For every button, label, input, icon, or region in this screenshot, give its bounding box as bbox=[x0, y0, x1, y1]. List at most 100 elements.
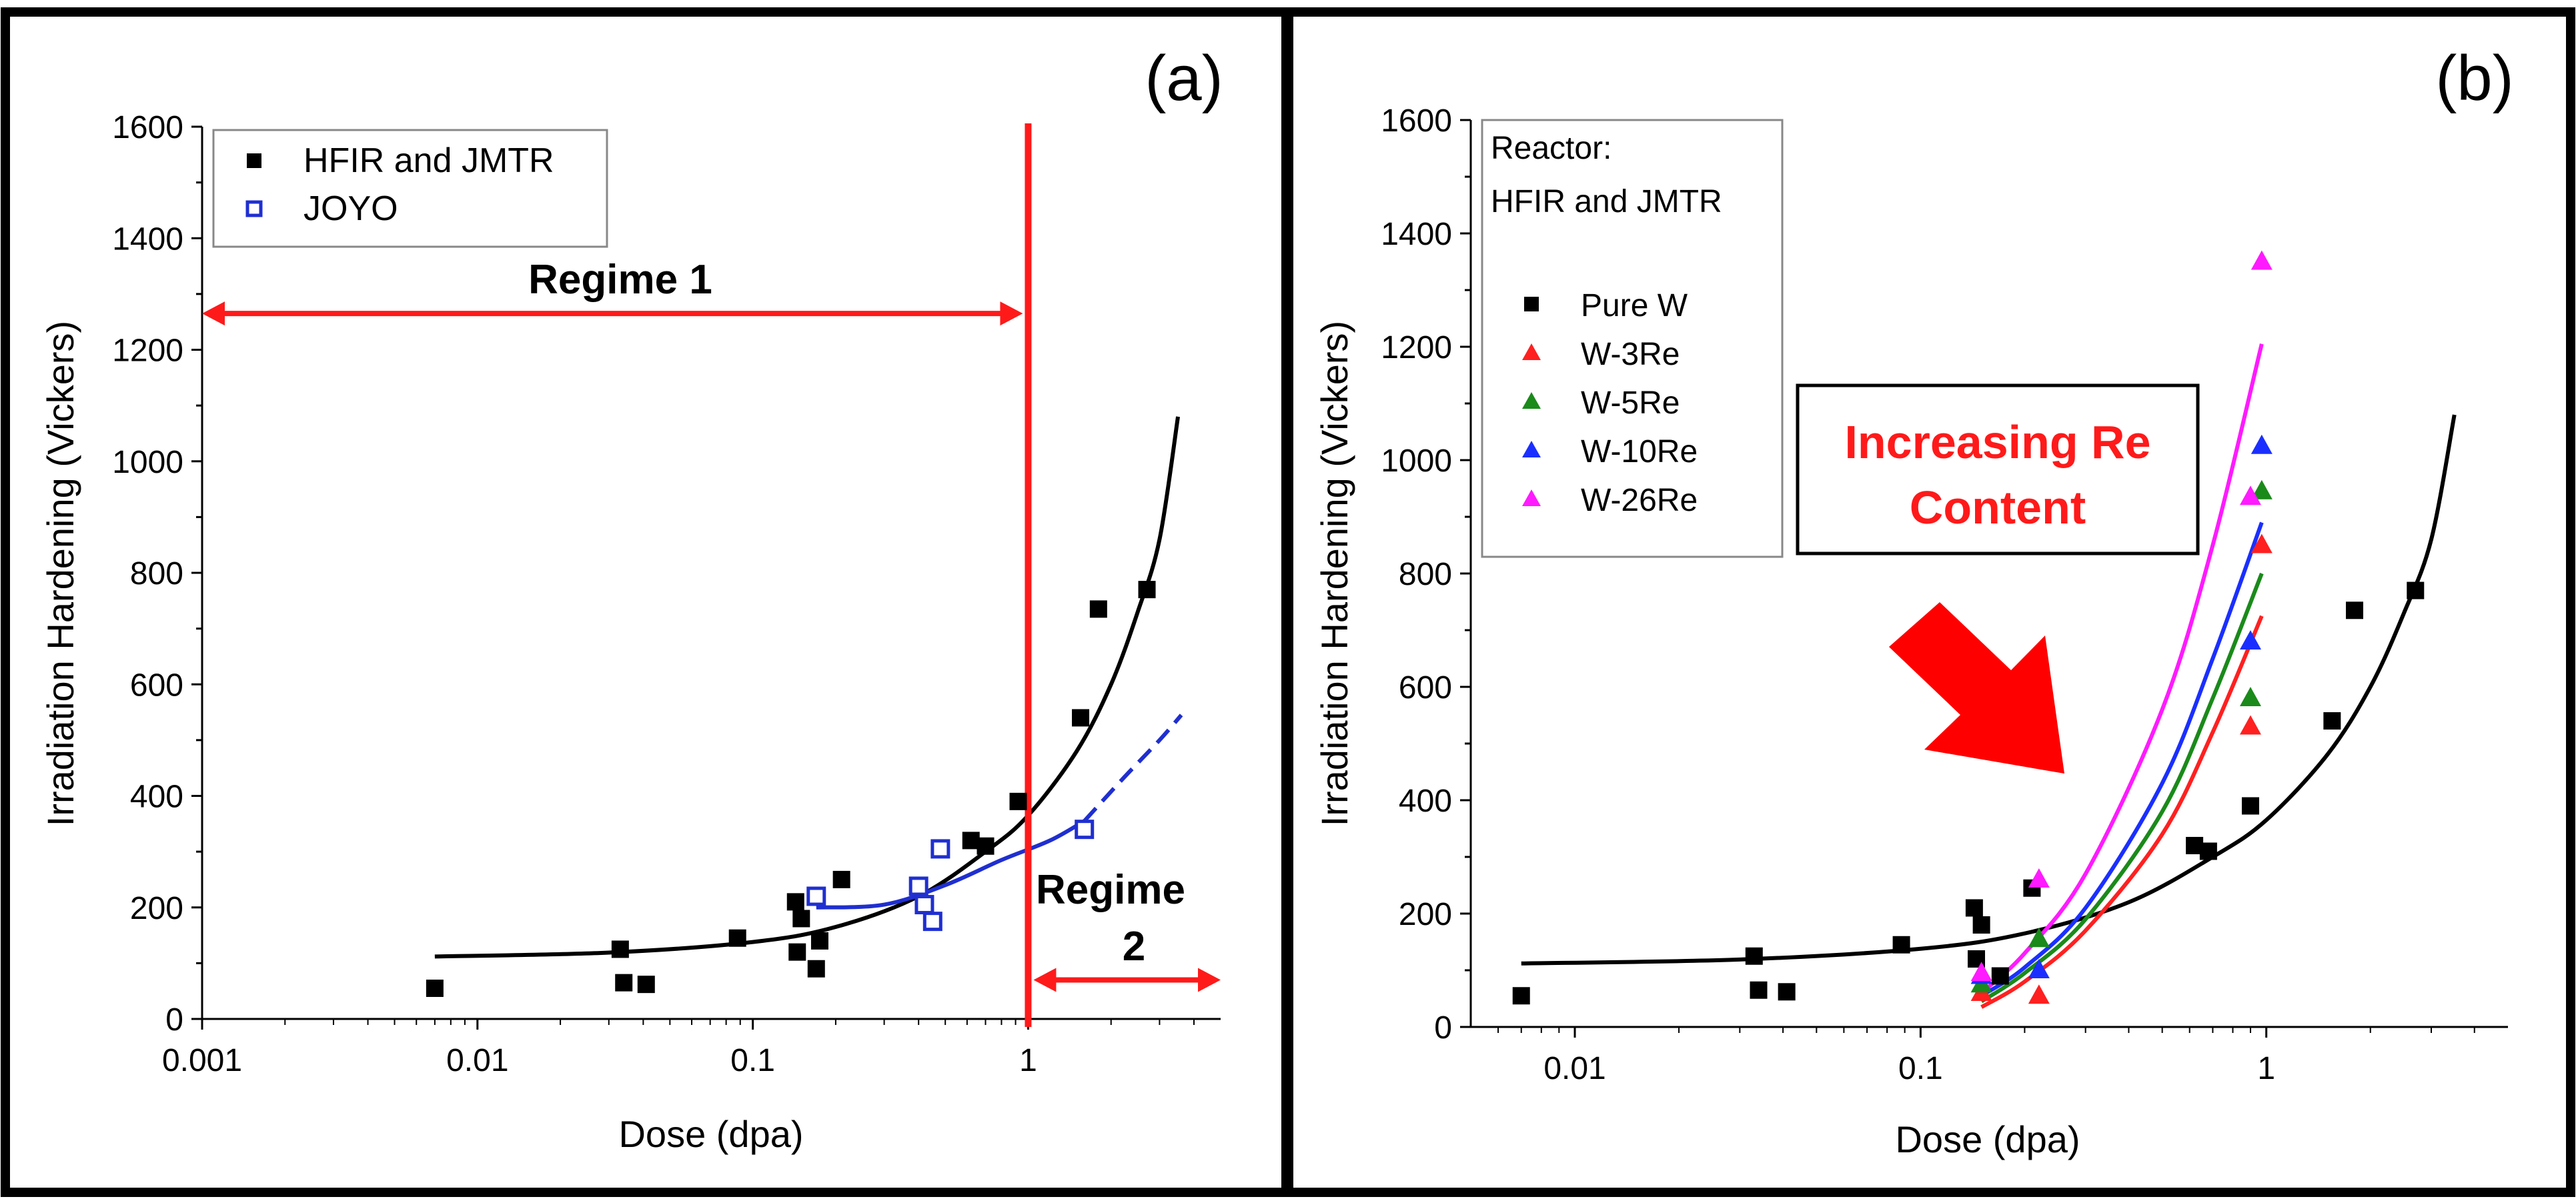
y-tick-label: 600 bbox=[1399, 670, 1452, 706]
y-tick-label: 0 bbox=[1434, 1010, 1452, 1046]
point-pure-w bbox=[1745, 947, 1763, 965]
legend-label-w-26re: W-26Re bbox=[1581, 483, 1698, 518]
legend-label-w-5re: W-5Re bbox=[1581, 385, 1680, 421]
point-joyo bbox=[922, 912, 942, 932]
point-pure-w bbox=[1750, 981, 1768, 999]
callout-line-1: Increasing Re bbox=[1844, 416, 2150, 468]
chart-b-x-ticks: 0.01 0.1 1 bbox=[1497, 1027, 2475, 1086]
point-hfir-and-jmtr bbox=[728, 929, 746, 947]
regime-2-label: Regime bbox=[1036, 867, 1185, 913]
chart-a-y-ticks: 0 200 400 600 800 1000 1200 1400 1600 bbox=[112, 110, 202, 1038]
point-hfir-and-jmtr bbox=[615, 974, 633, 992]
regime-1-arrow-head-right bbox=[1000, 301, 1023, 326]
point-pure-w bbox=[1991, 967, 2009, 985]
point-pure-w bbox=[1892, 936, 1910, 954]
x-tick-label: 1 bbox=[2257, 1051, 2275, 1086]
fit-curve-w-10re-fit bbox=[1980, 521, 2264, 998]
legend-title-line-1: Reactor: bbox=[1491, 131, 1612, 166]
point-hfir-and-jmtr bbox=[792, 910, 810, 928]
point-hfir-and-jmtr bbox=[1089, 600, 1107, 618]
point-hfir-and-jmtr bbox=[832, 870, 850, 888]
point-w-3re bbox=[2250, 533, 2273, 553]
point-joyo bbox=[930, 839, 950, 859]
fit-curve-w-5re-fit bbox=[1980, 572, 2264, 1004]
y-tick-label: 1600 bbox=[1381, 103, 1452, 139]
regime-1-arrow-head-left bbox=[202, 301, 225, 326]
legend-marker-w-26re bbox=[1522, 489, 1541, 506]
y-tick-label: 1600 bbox=[112, 110, 183, 145]
point-w-5re bbox=[2028, 928, 2050, 948]
point-hfir-and-jmtr bbox=[807, 960, 825, 978]
x-tick-label: 1 bbox=[1019, 1043, 1037, 1078]
point-hfir-and-jmtr bbox=[611, 940, 629, 958]
point-joyo bbox=[908, 876, 928, 896]
point-pure-w bbox=[2407, 581, 2425, 600]
point-hfir-and-jmtr bbox=[962, 832, 980, 850]
chart-b-y-ticks: 0 200 400 600 800 1000 1200 1400 1600 bbox=[1381, 103, 1471, 1046]
fit-curve-w-3re-fit bbox=[1980, 615, 2264, 1009]
point-w-3re bbox=[2028, 984, 2050, 1004]
point-hfir-and-jmtr bbox=[1009, 792, 1027, 810]
legend-marker-w-10re bbox=[1522, 441, 1541, 457]
y-tick-label: 1000 bbox=[1381, 443, 1452, 479]
chart-a-x-ticks: 0.001 0.01 0.1 1 bbox=[162, 1019, 1195, 1078]
regime-2-arrow-head-right bbox=[1198, 968, 1221, 992]
point-pure-w bbox=[1965, 899, 1983, 917]
callout-line-2: Content bbox=[1910, 481, 2086, 533]
point-hfir-and-jmtr bbox=[426, 980, 444, 998]
point-w-26re bbox=[2239, 485, 2261, 505]
y-tick-label: 200 bbox=[130, 891, 183, 926]
point-pure-w bbox=[2241, 797, 2259, 815]
chart-a-points bbox=[426, 581, 1156, 998]
point-w-10re bbox=[2239, 630, 2261, 650]
y-tick-label: 800 bbox=[130, 556, 183, 591]
point-w-5re bbox=[2239, 687, 2261, 706]
chart-a-y-axis-label: Irradiation Hardening (Vickers) bbox=[39, 321, 81, 826]
point-w-3re bbox=[2239, 715, 2261, 735]
x-tick-label: 0.1 bbox=[1898, 1051, 1943, 1086]
point-hfir-and-jmtr bbox=[810, 932, 828, 950]
panel-b-label: (b) bbox=[2435, 43, 2513, 114]
chart-b-legend-box bbox=[1481, 119, 1784, 558]
point-w-26re bbox=[1970, 962, 1992, 982]
fit-curve-w-26re-fit bbox=[1980, 343, 2264, 995]
legend-marker-w-3re bbox=[1522, 343, 1541, 360]
chart-b-legend: Reactor: HFIR and JMTR Pure W W-3Re W-5R… bbox=[1481, 119, 1784, 558]
point-hfir-and-jmtr bbox=[786, 893, 804, 911]
regime-2-arrow-head-left bbox=[1033, 968, 1057, 992]
legend-label-w-3re: W-3Re bbox=[1581, 337, 1680, 372]
y-tick-label: 0 bbox=[165, 1002, 183, 1038]
chart-a-annotations: Regime 1 Regime 2 bbox=[202, 123, 1221, 1027]
x-tick-label: 0.01 bbox=[446, 1043, 508, 1078]
chart-b-points bbox=[1512, 250, 2425, 1005]
point-hfir-and-jmtr bbox=[788, 943, 806, 961]
point-pure-w bbox=[1972, 916, 1990, 934]
point-pure-w bbox=[1512, 987, 1530, 1005]
point-w-10re bbox=[2028, 959, 2050, 978]
increasing-direction-arrow bbox=[1889, 602, 2064, 774]
chart-b-y-axis-label: Irradiation Hardening (Vickers) bbox=[1313, 321, 1355, 826]
fit-curve-joyo-fit bbox=[816, 819, 1086, 910]
legend-title-line-2: HFIR and JMTR bbox=[1491, 184, 1722, 219]
x-tick-label: 0.1 bbox=[730, 1043, 775, 1078]
legend-marker-w-5re bbox=[1522, 392, 1541, 409]
legend-label-hfir-jmtr: HFIR and JMTR bbox=[303, 141, 554, 180]
y-tick-label: 600 bbox=[130, 668, 183, 703]
chart-b: 0 200 400 600 800 1000 1200 1400 1600 0.01 0.1 1 D… bbox=[1313, 103, 2508, 1160]
chart-a-legend: HFIR and JMTR JOYO bbox=[212, 129, 608, 248]
legend-marker-joyo bbox=[245, 200, 263, 217]
point-pure-w bbox=[2199, 842, 2217, 860]
increasing-re-callout: Increasing Re Content bbox=[1796, 383, 2200, 555]
y-tick-label: 1400 bbox=[1381, 217, 1452, 252]
chart-a-x-axis-label: Dose (dpa) bbox=[618, 1113, 803, 1155]
x-tick-label: 0.001 bbox=[162, 1043, 242, 1078]
point-hfir-and-jmtr bbox=[1138, 581, 1156, 599]
legend-label-pure-w: Pure W bbox=[1581, 288, 1688, 323]
y-tick-label: 400 bbox=[130, 780, 183, 815]
regime-1-label: Regime 1 bbox=[528, 257, 712, 303]
legend-marker-pure-w bbox=[1524, 297, 1539, 311]
point-pure-w bbox=[2346, 602, 2364, 620]
y-tick-label: 800 bbox=[1399, 557, 1452, 592]
